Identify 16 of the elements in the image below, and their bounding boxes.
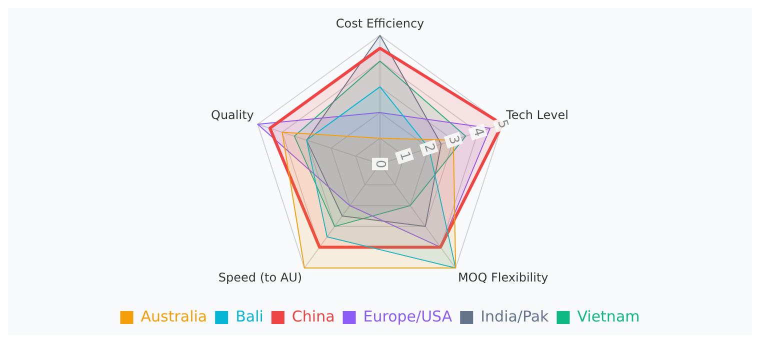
- y-tick-label: 2: [420, 142, 438, 154]
- spoke-label: Cost Efficiency: [336, 16, 424, 30]
- legend-label: India/Pak: [480, 307, 550, 326]
- spoke-label: Speed (to AU): [218, 270, 302, 285]
- legend-label: Europe/USA: [363, 307, 453, 326]
- spoke-label: Quality: [211, 108, 254, 122]
- y-tick-label: 4: [470, 126, 486, 138]
- spoke-label: MOQ Flexibility: [458, 270, 548, 285]
- legend-label: Vietnam: [577, 307, 640, 326]
- legend-label: China: [292, 307, 335, 326]
- y-tick-label: 0: [372, 160, 388, 168]
- y-tick-label: 3: [445, 134, 462, 146]
- y-tick-label: 1: [396, 150, 413, 162]
- y-tick-label: 5: [494, 118, 511, 130]
- legend-label: Bali: [236, 307, 264, 326]
- legend-label: Australia: [140, 307, 208, 326]
